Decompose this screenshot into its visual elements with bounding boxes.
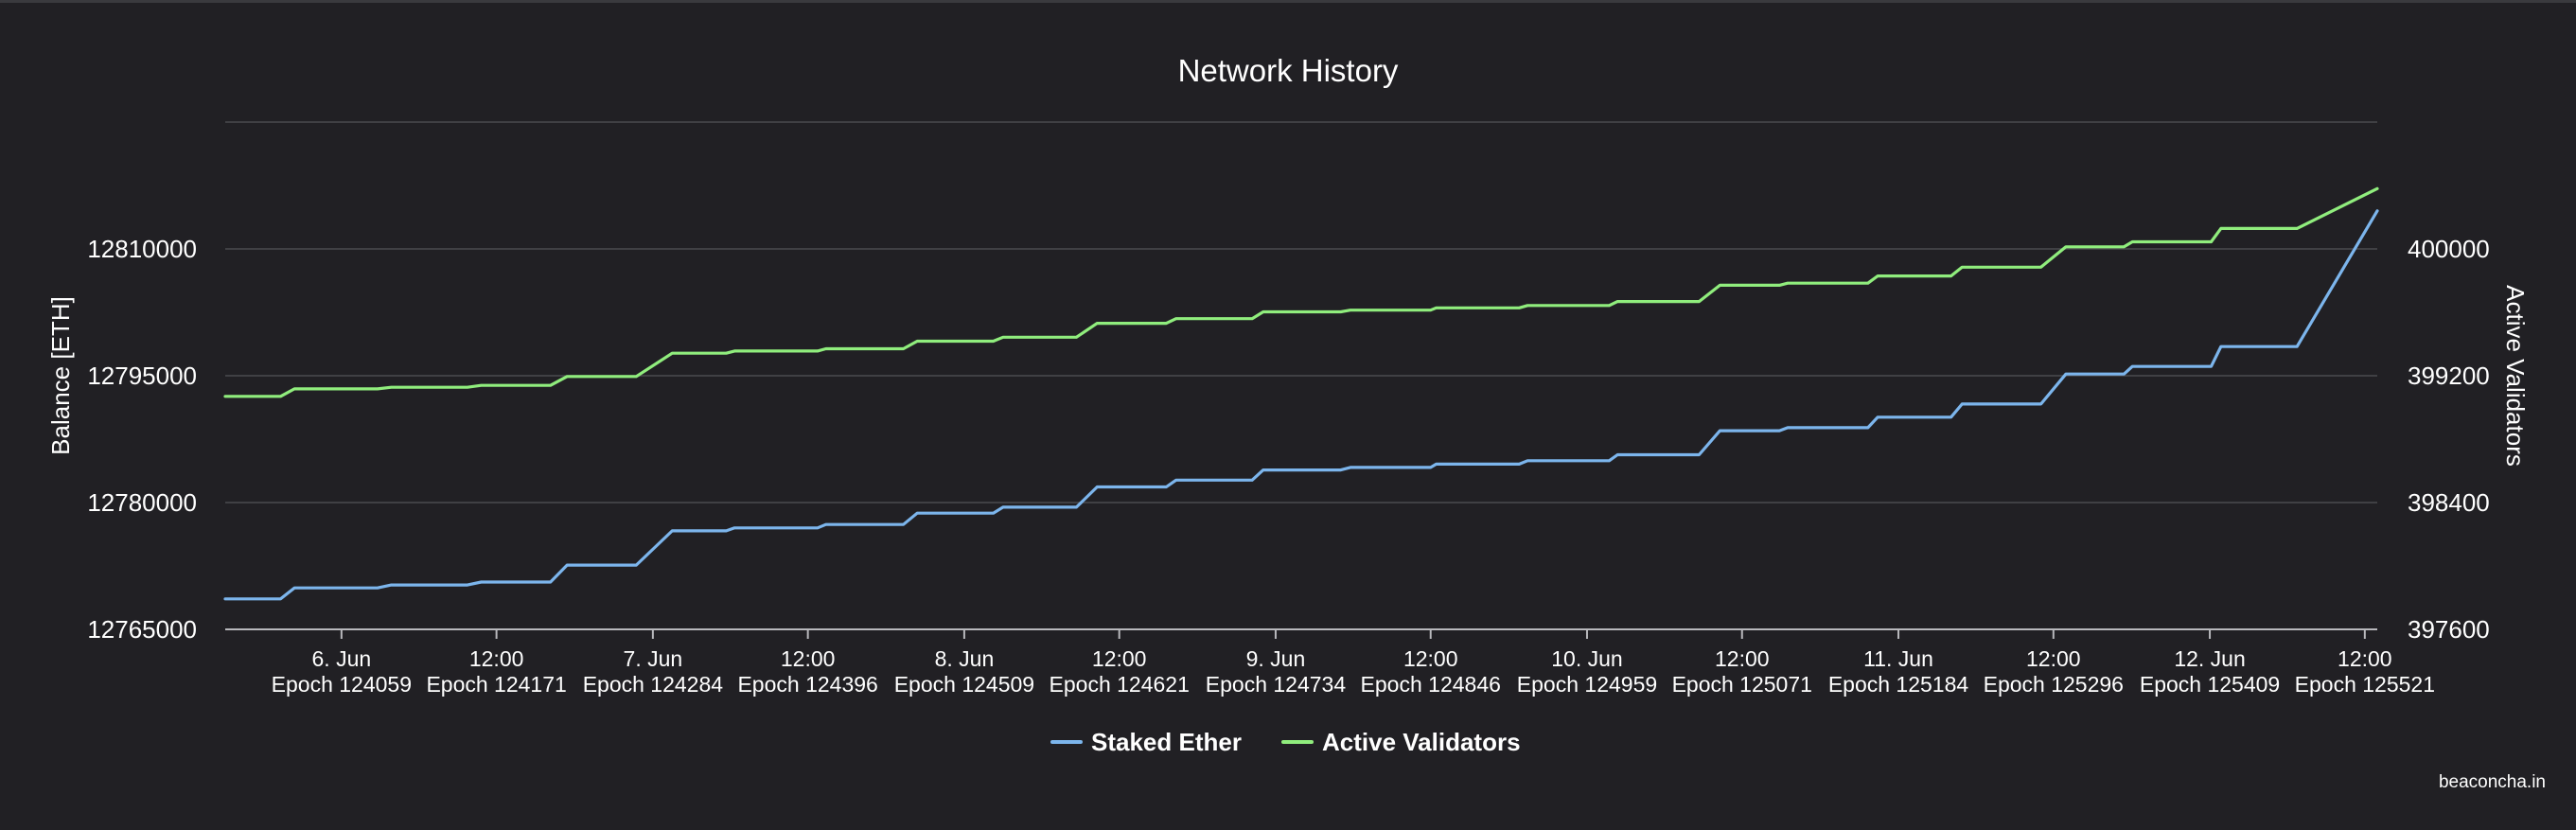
y-axis-left-title: Balance [ETH]	[46, 296, 75, 455]
x-tick-sublabel: Epoch 125409	[2140, 672, 2280, 697]
y-axis-right-title: Active Validators	[2501, 285, 2530, 467]
y-axis-left-ticks: 12765000 12780000 12795000 12810000	[87, 235, 197, 644]
x-tick-label: 8. Jun	[935, 646, 995, 671]
x-tick-sublabel: Epoch 124734	[1206, 672, 1347, 697]
x-tick-label: 7. Jun	[624, 646, 683, 671]
x-tick-sublabel: Epoch 124059	[272, 672, 412, 697]
x-tick-label: 12:00	[1092, 646, 1147, 671]
grid-lines	[225, 121, 2377, 630]
legend-label-active-validators: Active Validators	[1322, 728, 1521, 756]
y-right-tick-label: 397600	[2408, 615, 2490, 644]
x-tick-sublabel: Epoch 124284	[583, 672, 724, 697]
x-tick-sublabel: Epoch 125184	[1828, 672, 1969, 697]
x-tick-label: 12. Jun	[2174, 646, 2245, 671]
x-tick-label: 12:00	[781, 646, 836, 671]
legend-item-active-validators[interactable]: Active Validators	[1281, 728, 1521, 756]
chart-legend[interactable]: Staked Ether Active Validators	[1050, 728, 1521, 756]
y-right-tick-label: 400000	[2408, 235, 2490, 263]
y-right-tick-label: 398400	[2408, 488, 2490, 517]
x-tick-label: 12:00	[469, 646, 524, 671]
legend-item-staked-ether[interactable]: Staked Ether	[1050, 728, 1242, 756]
series-line-active-validators[interactable]	[223, 186, 2379, 398]
x-tick-sublabel: Epoch 124846	[1361, 672, 1501, 697]
x-tick-sublabel: Epoch 124959	[1517, 672, 1657, 697]
series-line-staked-ether[interactable]	[223, 209, 2379, 601]
x-tick-sublabel: Epoch 124396	[737, 672, 877, 697]
x-tick-sublabel: Epoch 125296	[1984, 672, 2124, 697]
x-tick-sublabel: Epoch 125521	[2295, 672, 2435, 697]
x-tick-sublabel: Epoch 124171	[426, 672, 566, 697]
x-tick-label: 6. Jun	[312, 646, 372, 671]
x-tick-label: 9. Jun	[1246, 646, 1306, 671]
x-tick-label: 11. Jun	[1863, 646, 1933, 671]
series-lines	[223, 186, 2379, 601]
x-tick-sublabel: Epoch 125071	[1672, 672, 1812, 697]
chart-title: Network History	[1178, 53, 1399, 88]
x-tick-label: 12:00	[2338, 646, 2392, 671]
legend-label-staked-ether: Staked Ether	[1091, 728, 1242, 756]
x-tick-label: 12:00	[2026, 646, 2081, 671]
y-axis-right-ticks: 397600 398400 399200 400000	[2408, 235, 2490, 644]
x-tick-label: 12:00	[1403, 646, 1458, 671]
x-tick-sublabel: Epoch 124621	[1050, 672, 1190, 697]
x-tick-label: 10. Jun	[1551, 646, 1622, 671]
x-tick-sublabel: Epoch 124509	[894, 672, 1034, 697]
y-right-tick-label: 399200	[2408, 362, 2490, 390]
y-left-tick-label: 12795000	[87, 362, 197, 390]
y-left-tick-label: 12780000	[87, 488, 197, 517]
y-left-tick-label: 12765000	[87, 615, 197, 644]
y-left-tick-label: 12810000	[87, 235, 197, 263]
credit-link[interactable]: beaconcha.in	[2439, 772, 2546, 792]
x-tick-label: 12:00	[1715, 646, 1770, 671]
chart-canvas: Network History 12765000 12780000 12795000…	[46, 53, 2546, 792]
